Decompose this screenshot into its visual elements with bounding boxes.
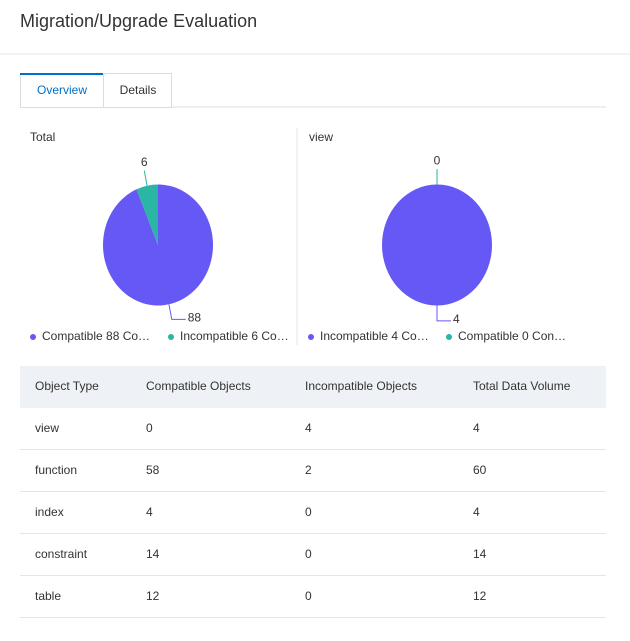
legend-marker (308, 334, 314, 340)
tab-label[interactable]: Overview (37, 83, 87, 97)
page-title: Migration/Upgrade Evaluation (20, 11, 257, 31)
table-cell: 0 (305, 589, 312, 603)
table-cell: 12 (473, 589, 487, 603)
pie (103, 184, 213, 306)
table-cell: 0 (305, 547, 312, 561)
chart-title: Total (30, 130, 55, 144)
table-header: Object Type (35, 379, 99, 393)
data-label: 6 (141, 155, 148, 169)
legend-marker (168, 334, 174, 340)
legend-label: Compatible 0 Con… (458, 329, 566, 343)
table-cell: view (35, 421, 59, 435)
tab-details[interactable] (103, 73, 172, 108)
pie (382, 184, 492, 306)
table-cell: 12 (146, 589, 160, 603)
leader-line (168, 304, 186, 320)
legend-label: Compatible 88 Co… (42, 329, 150, 343)
leader-line (436, 305, 451, 322)
legend-label: Incompatible 4 Co… (320, 329, 429, 343)
table-cell: 4 (146, 505, 153, 519)
pie-slice (136, 184, 158, 245)
tab-label[interactable]: Details (120, 83, 157, 97)
table-cell: 0 (305, 505, 312, 519)
table-cell: 4 (473, 505, 480, 519)
leader-line (143, 170, 148, 186)
table-cell: 2 (305, 463, 312, 477)
table-header: Compatible Objects (146, 379, 251, 393)
table-header: Total Data Volume (473, 379, 571, 393)
table-cell: index (35, 505, 64, 519)
table-header: Incompatible Objects (305, 379, 417, 393)
legend-marker (446, 334, 452, 340)
table-cell: 14 (473, 547, 487, 561)
pie-slice (382, 184, 492, 306)
table-cell: 4 (473, 421, 480, 435)
legend-marker (30, 334, 36, 340)
table-cell: 14 (146, 547, 160, 561)
tab-overview[interactable] (20, 73, 104, 108)
table-cell: 0 (146, 421, 153, 435)
table-cell: 60 (473, 463, 487, 477)
data-label: 0 (434, 153, 441, 167)
chart-title: view (309, 130, 333, 144)
table-header-bg (20, 366, 606, 408)
table-cell: constraint (35, 547, 88, 561)
data-label: 88 (188, 311, 202, 325)
table-cell: 4 (305, 421, 312, 435)
legend-label: Incompatible 6 Co… (180, 329, 289, 343)
table-cell: 58 (146, 463, 160, 477)
data-label: 4 (453, 312, 460, 326)
table-cell: table (35, 589, 61, 603)
table-cell: function (35, 463, 77, 477)
